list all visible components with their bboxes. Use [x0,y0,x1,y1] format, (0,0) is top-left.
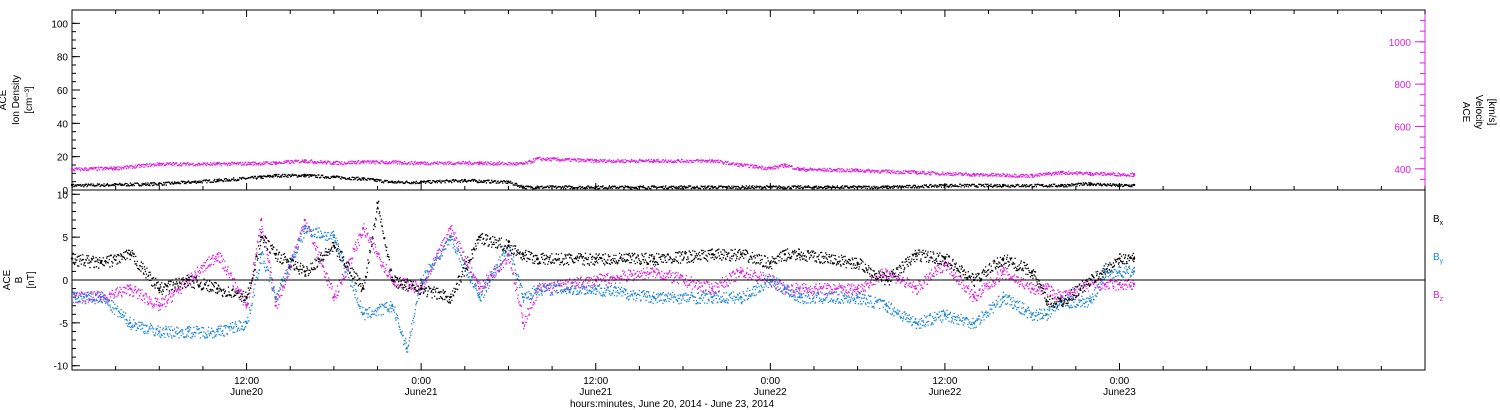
data-point [1132,270,1136,273]
series-velocity [70,156,1136,178]
data-point [376,201,379,205]
x-tick-time: 12:00 [932,376,957,387]
top-right-label-line2: Velocity [1473,95,1484,129]
data-point [594,257,597,260]
data-point [303,227,306,230]
top-left-tick-label: 20 [57,153,69,164]
x-tick-time: 0:00 [411,376,431,387]
top-right-tick-label: 1000 [1389,38,1412,49]
legend-item-by: By [1433,252,1444,265]
data-point [1118,270,1121,273]
x-tick-date: June22 [928,387,961,398]
x-tick-time: 0:00 [1110,376,1130,387]
x-tick-time: 0:00 [761,376,781,387]
data-point [332,244,336,247]
top-left-tick-label: 0 [62,186,68,197]
scatter-dots [72,217,1135,330]
x-tick-date: June21 [405,387,438,398]
scatter-dots [72,173,1136,190]
bottom-left-tick-label: 5 [62,233,68,244]
data-point [783,253,787,256]
data-point [70,167,74,171]
data-point [507,244,510,247]
data-point [885,304,888,307]
x-tick-time: 12:00 [234,376,259,387]
top-right-axis: 400 600 800 1000 [1389,10,1426,190]
series-ion-density [70,173,1136,190]
bottom-left-label-line1: ACE [2,269,13,290]
data-point [521,253,525,256]
top-left-axis: 0 20 40 60 80 100 [51,19,80,197]
top-right-tick-label: 400 [1394,165,1411,176]
bottom-left-tick-label: -10 [54,362,69,373]
data-point [216,330,219,333]
scatter-dots [72,156,1136,178]
scatter-dots [72,200,1135,308]
data-point [158,287,161,290]
x-tick-date: June21 [579,387,612,398]
data-point [521,295,525,299]
data-point [943,313,947,316]
x-tick-date: June23 [1103,387,1136,398]
data-point [216,253,219,256]
data-point [710,287,714,290]
x-axis-title: hours:minutes, June 20, 2014 - June 23, … [570,399,774,410]
bottom-series-layer [70,200,1136,353]
bottom-left-label-line3: [nT] [26,271,37,288]
data-point [1001,270,1005,273]
data-point [70,183,74,187]
data-point [187,330,190,333]
data-point [99,295,103,299]
data-point [1060,300,1063,303]
data-point [449,227,452,230]
top-right-tick-label: 600 [1394,122,1411,133]
x-tick-date: June20 [230,387,263,398]
bottom-left-label-line2: B [14,276,25,283]
data-point [478,287,481,290]
legend-item-bx: Bx [1433,214,1444,227]
data-point [274,304,277,307]
data-point [652,257,656,260]
top-right-label-line3: [km/s] [1486,99,1497,126]
data-point [1132,257,1136,260]
top-left-tick-label: 100 [51,19,68,30]
b-field-legend: Bx By Bz [1433,214,1444,303]
bottom-left-tick-label: 10 [57,190,69,201]
bottom-left-tick-label: 0 [62,276,68,287]
top-panel: 0 20 40 60 80 100 400 600 800 1000 ACE Ion Densi… [0,9,1497,197]
data-point [128,321,132,325]
top-left-label-line1: ACE [0,89,9,110]
data-point [303,159,306,162]
x-tick-date: June22 [754,387,787,398]
legend-item-bz: Bz [1433,290,1444,303]
top-right-label-line1: ACE [1460,102,1471,123]
data-point [972,295,976,299]
data-point [1118,283,1121,286]
series-bx [70,200,1136,308]
top-left-label-line2: Ion Density [11,75,22,125]
bottom-left-axis: 10 5 0 -5 -10 [54,190,80,373]
x-tick-time: 12:00 [583,376,608,387]
bottom-panel: 10 5 0 -5 -10 ACE B [nT] Bx By Bz [2,189,1444,373]
x-axis: 12:00June200:00June2112:00June210:00June… [71,10,1426,398]
top-right-tick-label: 800 [1394,80,1411,91]
series-bz [70,217,1136,330]
data-point [332,235,336,239]
data-point [1030,270,1034,273]
data-point [1118,257,1121,260]
series-by [70,224,1136,353]
data-point [478,295,481,299]
data-point [856,261,859,265]
top-left-tick-label: 40 [57,119,69,130]
scatter-dots [72,224,1135,353]
top-series-layer [70,156,1136,190]
top-left-tick-label: 80 [57,53,69,64]
top-left-tick-label: 60 [57,86,69,97]
data-point [259,218,263,222]
data-point [70,295,74,299]
bottom-left-tick-label: -5 [59,319,68,330]
top-left-label-line3: [cm⁻³] [24,86,35,114]
data-point [449,235,452,239]
